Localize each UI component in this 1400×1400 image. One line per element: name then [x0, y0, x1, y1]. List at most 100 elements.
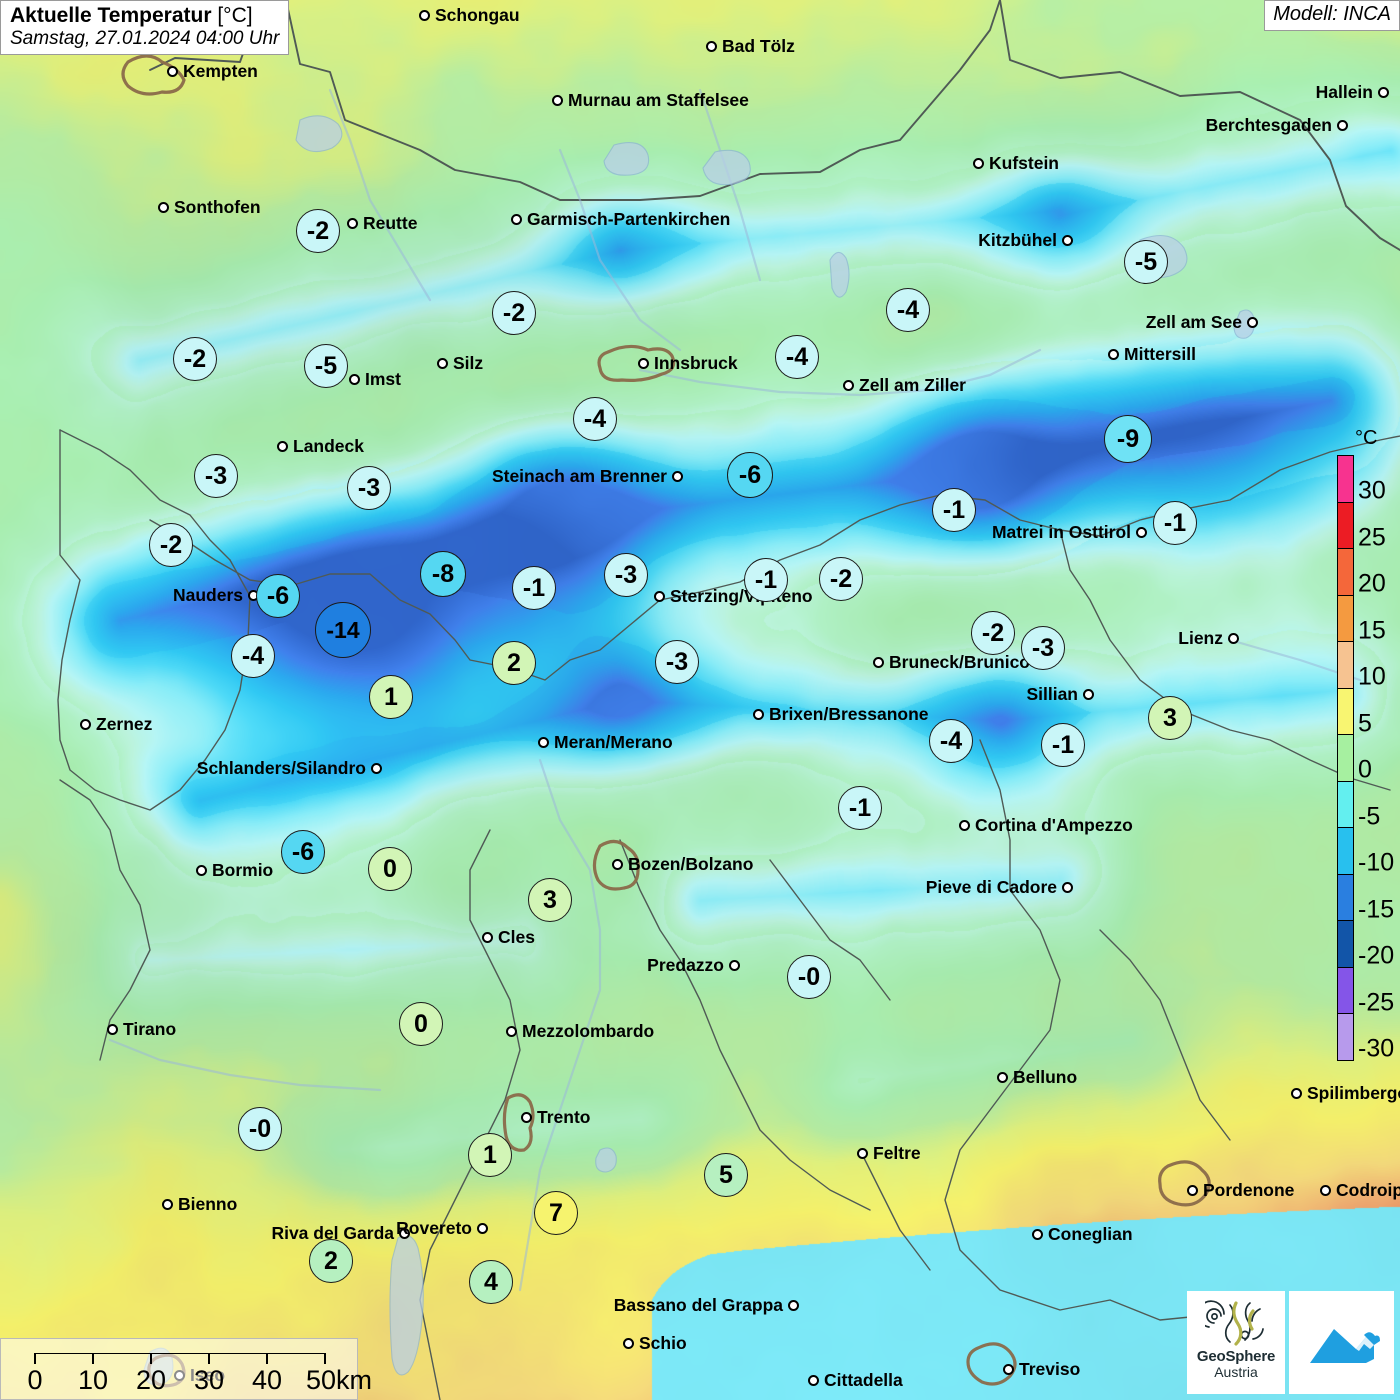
- station-temperature-bubble[interactable]: -5: [1124, 240, 1168, 284]
- station-temperature-bubble[interactable]: -14: [315, 602, 371, 658]
- city-label: Silz: [453, 353, 484, 373]
- station-temperature-bubble[interactable]: -2: [173, 337, 217, 381]
- station-temperature-value: 3: [1163, 703, 1177, 732]
- model-label: Modell: INCA: [1273, 3, 1391, 25]
- city-dot-icon: [196, 865, 207, 876]
- city-dot-icon: [729, 960, 740, 971]
- station-temperature-value: -2: [306, 216, 330, 245]
- station-temperature-value: -4: [583, 404, 607, 433]
- station-temperature-bubble[interactable]: -6: [256, 574, 300, 618]
- legend-swatch: [1337, 920, 1354, 968]
- city-dot-icon: [1247, 317, 1258, 328]
- partner-logo: [1289, 1291, 1394, 1394]
- city-label: Reutte: [363, 213, 418, 233]
- station-temperature-bubble[interactable]: -3: [655, 640, 699, 684]
- city-marker: Zell am See: [1146, 312, 1258, 333]
- scale-bar-label: 30: [193, 1365, 225, 1395]
- scale-bar-tick: [92, 1353, 94, 1364]
- station-temperature-bubble[interactable]: -9: [1104, 415, 1152, 463]
- station-temperature-bubble[interactable]: -4: [886, 288, 930, 332]
- station-temperature-bubble[interactable]: -1: [838, 786, 882, 830]
- station-temperature-bubble[interactable]: -4: [231, 634, 275, 678]
- station-temperature-bubble[interactable]: 7: [534, 1191, 578, 1235]
- station-temperature-bubble[interactable]: 0: [399, 1002, 443, 1046]
- city-dot-icon: [511, 214, 522, 225]
- station-temperature-bubble[interactable]: 3: [1148, 696, 1192, 740]
- station-temperature-bubble[interactable]: -1: [932, 488, 976, 532]
- legend-swatch: [1337, 594, 1354, 642]
- city-dot-icon: [753, 709, 764, 720]
- city-label: Kempten: [183, 61, 258, 81]
- city-label: Predazzo: [647, 955, 724, 975]
- city-label: Pieve di Cadore: [925, 877, 1057, 897]
- station-temperature-bubble[interactable]: -8: [420, 551, 466, 597]
- legend-tick-label: 5: [1358, 709, 1372, 738]
- station-temperature-bubble[interactable]: -2: [492, 291, 536, 335]
- city-label: Cittadella: [824, 1370, 903, 1390]
- station-temperature-value: -8: [431, 559, 455, 588]
- blue-mountain-icon: [1309, 1328, 1380, 1363]
- station-temperature-bubble[interactable]: -3: [347, 466, 391, 510]
- station-temperature-bubble[interactable]: -2: [149, 523, 193, 567]
- city-dot-icon: [158, 202, 169, 213]
- station-temperature-bubble[interactable]: -0: [787, 955, 831, 999]
- station-temperature-value: 0: [414, 1009, 428, 1038]
- station-temperature-bubble[interactable]: -3: [604, 553, 648, 597]
- station-temperature-bubble[interactable]: -5: [304, 344, 348, 388]
- station-temperature-bubble[interactable]: 5: [704, 1153, 748, 1197]
- station-temperature-value: -3: [1031, 633, 1055, 662]
- station-temperature-value: -6: [291, 837, 315, 866]
- city-marker: Pieve di Cadore: [926, 877, 1073, 898]
- city-marker: Kufstein: [973, 153, 1059, 174]
- city-marker: Schongau: [419, 5, 520, 26]
- city-dot-icon: [162, 1199, 173, 1210]
- city-label: Zell am Ziller: [859, 375, 966, 395]
- scale-bar: 0 10 20 30 40 50km: [0, 1338, 372, 1400]
- station-temperature-bubble[interactable]: -1: [1041, 723, 1085, 767]
- city-dot-icon: [107, 1024, 118, 1035]
- station-temperature-bubble[interactable]: -1: [1153, 501, 1197, 545]
- station-temperature-bubble[interactable]: -3: [194, 454, 238, 498]
- station-temperature-value: 7: [549, 1198, 563, 1227]
- city-label: Sonthofen: [174, 197, 261, 217]
- station-temperature-bubble[interactable]: -4: [929, 719, 973, 763]
- station-temperature-bubble[interactable]: -4: [573, 397, 617, 441]
- city-dot-icon: [167, 66, 178, 77]
- station-temperature-bubble[interactable]: 1: [369, 675, 413, 719]
- station-temperature-bubble[interactable]: -2: [971, 611, 1015, 655]
- station-temperature-bubble[interactable]: -3: [1021, 626, 1065, 670]
- legend-tick-label: 20: [1358, 569, 1386, 598]
- city-marker: Silz: [437, 353, 483, 374]
- city-marker: Cles: [482, 927, 535, 948]
- city-marker: Berchtesgaden: [1206, 115, 1348, 136]
- city-dot-icon: [788, 1300, 799, 1311]
- city-label: Meran/Merano: [554, 732, 673, 752]
- scale-bar-label: 20: [135, 1365, 167, 1395]
- station-temperature-bubble[interactable]: -2: [819, 557, 863, 601]
- station-temperature-bubble[interactable]: -1: [744, 558, 788, 602]
- station-temperature-bubble[interactable]: -4: [775, 335, 819, 379]
- station-temperature-value: -5: [314, 351, 338, 380]
- city-marker: Zernez: [80, 714, 152, 735]
- station-temperature-bubble[interactable]: -1: [512, 566, 556, 610]
- legend-unit-label: °C: [1355, 427, 1378, 449]
- scale-bar-line: [35, 1353, 325, 1354]
- station-temperature-bubble[interactable]: -0: [238, 1107, 282, 1151]
- station-temperature-bubble[interactable]: -6: [727, 452, 773, 498]
- city-marker: Kitzbühel: [978, 230, 1073, 251]
- city-dot-icon: [959, 820, 970, 831]
- city-label: Imst: [365, 369, 401, 389]
- station-temperature-bubble[interactable]: 4: [469, 1260, 513, 1304]
- station-temperature-bubble[interactable]: 2: [309, 1239, 353, 1283]
- legend-tick-label: 0: [1358, 755, 1372, 784]
- station-temperature-bubble[interactable]: 0: [368, 847, 412, 891]
- station-temperature-bubble[interactable]: -2: [296, 209, 340, 253]
- station-temperature-bubble[interactable]: 3: [528, 878, 572, 922]
- station-temperature-bubble[interactable]: -6: [281, 830, 325, 874]
- city-marker: Zell am Ziller: [843, 375, 966, 396]
- city-marker: Imst: [349, 369, 401, 390]
- city-marker: Mezzolombardo: [506, 1021, 654, 1042]
- city-marker: Cortina d'Ampezzo: [959, 815, 1133, 836]
- station-temperature-bubble[interactable]: 1: [468, 1133, 512, 1177]
- station-temperature-bubble[interactable]: 2: [492, 641, 536, 685]
